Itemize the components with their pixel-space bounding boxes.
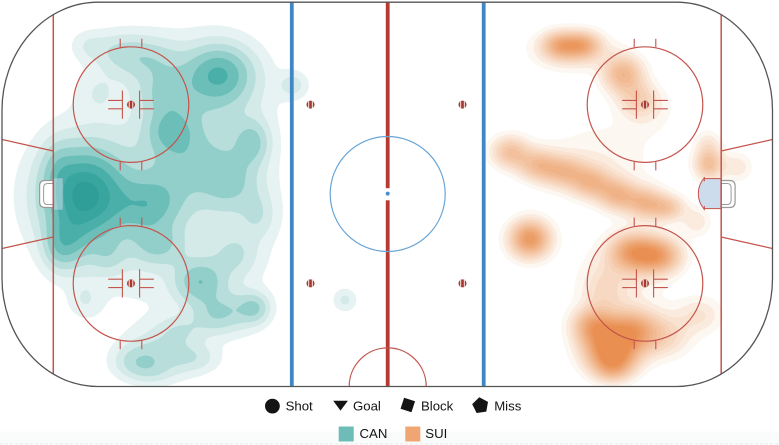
svg-text:Block: Block	[421, 399, 454, 414]
svg-text:Shot: Shot	[286, 399, 313, 414]
svg-text:SUI: SUI	[425, 426, 447, 441]
svg-text:CAN: CAN	[360, 426, 388, 441]
svg-text:Goal: Goal	[353, 399, 381, 414]
svg-text:Miss: Miss	[494, 399, 522, 414]
